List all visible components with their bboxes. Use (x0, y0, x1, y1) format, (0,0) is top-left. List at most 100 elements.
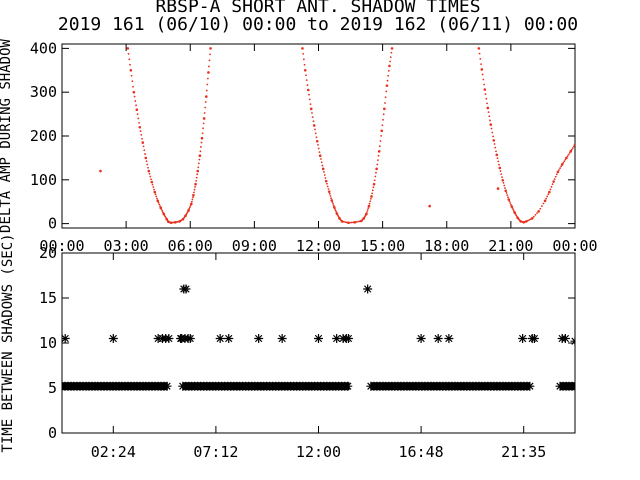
data-point (375, 167, 378, 171)
data-point (99, 169, 102, 173)
data-point (493, 143, 496, 145)
bottom-y-tick-label: 15 (39, 289, 57, 307)
data-point (487, 111, 490, 114)
data-point (378, 145, 381, 148)
data-point (203, 112, 206, 114)
top-x-tick-label: 00:00 (39, 237, 84, 255)
data-point (192, 193, 195, 197)
data-point (509, 202, 512, 204)
data-point (477, 47, 481, 50)
data-point (570, 336, 575, 346)
data-point (380, 129, 384, 133)
data-point (349, 221, 351, 224)
data-point (208, 59, 211, 62)
bottom-y-tick-label: 20 (39, 244, 57, 262)
data-point (486, 106, 490, 110)
data-point (136, 113, 139, 115)
top-x-tick-label: 00:00 (552, 237, 597, 255)
data-point (363, 284, 373, 294)
top-x-tick-label: 09:00 (232, 237, 277, 255)
data-point (315, 136, 318, 139)
data-point (331, 201, 334, 204)
data-point (145, 160, 148, 163)
data-point (387, 74, 390, 77)
data-point (161, 210, 164, 212)
top-y-tick-label: 0 (48, 215, 57, 233)
data-point (386, 79, 389, 82)
data-point (138, 121, 140, 124)
data-point (501, 178, 505, 182)
data-point (367, 207, 370, 209)
data-point (379, 140, 382, 142)
data-point (62, 334, 70, 343)
top-data-points (99, 47, 575, 225)
data-point (332, 203, 334, 205)
data-point (556, 170, 560, 174)
data-point (209, 53, 211, 56)
data-point (156, 197, 158, 200)
data-point (320, 161, 323, 164)
data-point (384, 102, 386, 104)
data-point (137, 117, 140, 120)
top-x-tick-label: 15:00 (360, 237, 405, 255)
data-point (317, 147, 320, 150)
data-point (303, 63, 306, 66)
data-point (326, 182, 328, 185)
data-point (131, 80, 134, 83)
data-point (343, 381, 353, 391)
data-point (559, 167, 561, 170)
data-point (129, 63, 131, 66)
data-point (198, 158, 201, 161)
data-point (526, 219, 529, 222)
data-point (128, 58, 131, 61)
data-point (192, 196, 194, 199)
data-point (155, 195, 158, 198)
data-point (372, 182, 376, 186)
data-point (143, 149, 146, 152)
data-point (550, 185, 553, 188)
data-point (191, 198, 194, 201)
data-point (206, 83, 209, 86)
data-point (334, 209, 337, 212)
top-x-tick-label: 18:00 (424, 237, 469, 255)
data-point (187, 209, 190, 212)
data-point (159, 205, 161, 207)
data-point (515, 214, 518, 217)
data-point (377, 159, 379, 161)
data-point (318, 154, 322, 158)
data-point (545, 197, 548, 200)
data-point (490, 127, 493, 130)
data-point (433, 334, 443, 343)
figure-date-range: 2019 161 (06/10) 00:00 to 2019 162 (06/1… (58, 14, 578, 35)
data-point (384, 96, 387, 99)
data-point (199, 150, 202, 153)
data-point (492, 135, 494, 138)
data-point (482, 78, 485, 81)
data-point (302, 58, 305, 61)
data-point (190, 200, 193, 203)
data-point (144, 156, 148, 160)
data-point (328, 192, 331, 195)
data-point (127, 52, 130, 55)
data-point (323, 174, 326, 176)
data-point (147, 169, 151, 173)
data-point (189, 206, 191, 209)
data-point (355, 221, 358, 223)
data-point (371, 192, 374, 195)
data-point (188, 207, 191, 210)
data-point (153, 190, 157, 194)
data-point (371, 189, 374, 192)
data-point (365, 212, 368, 216)
data-point (480, 68, 484, 71)
data-point (133, 95, 136, 98)
top-y-tick-label: 400 (30, 39, 57, 57)
data-point (542, 202, 545, 205)
figure-title: RBSP-A SHORT ANT. SHADOW TIMES (155, 0, 480, 17)
data-point (318, 151, 321, 154)
data-point (312, 120, 315, 123)
data-point (481, 73, 484, 76)
top-x-tick-label: 12:00 (296, 237, 341, 255)
top-axes-frame (61, 43, 576, 229)
data-point (500, 173, 503, 176)
data-point (549, 188, 552, 191)
